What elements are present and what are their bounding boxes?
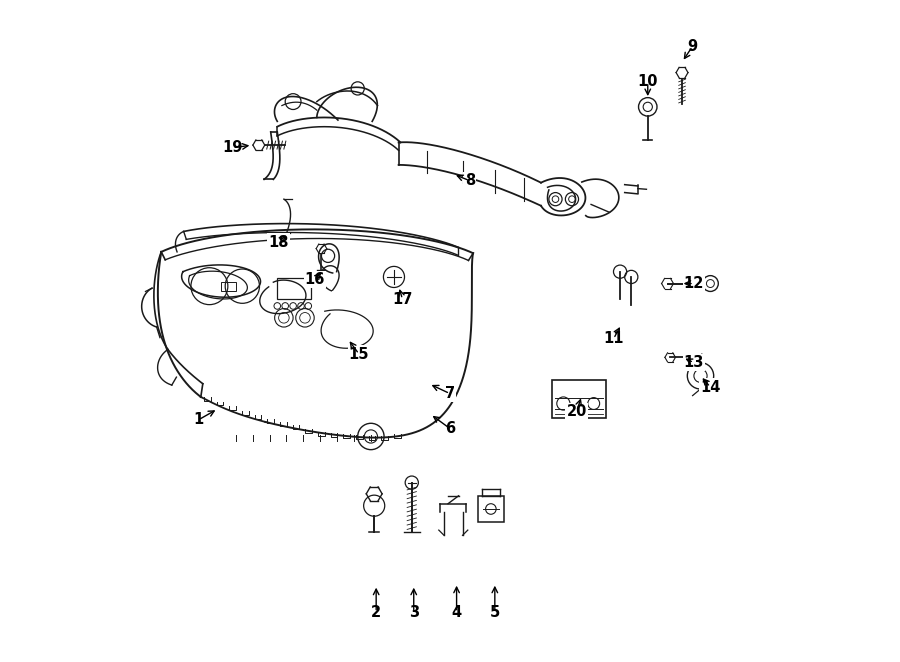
- Text: 12: 12: [684, 276, 704, 291]
- Text: 10: 10: [637, 74, 658, 89]
- Text: 20: 20: [566, 404, 587, 419]
- Text: 15: 15: [349, 347, 369, 361]
- Text: 6: 6: [445, 421, 455, 436]
- Text: 14: 14: [700, 379, 721, 395]
- Bar: [221, 281, 236, 291]
- Text: 8: 8: [464, 173, 475, 188]
- Text: 19: 19: [222, 140, 243, 155]
- Text: 11: 11: [603, 332, 624, 346]
- Text: 16: 16: [305, 272, 325, 287]
- Text: 3: 3: [409, 605, 419, 620]
- Bar: [478, 496, 504, 522]
- Text: 1: 1: [194, 412, 203, 428]
- Circle shape: [405, 476, 418, 489]
- Text: 17: 17: [392, 292, 413, 307]
- Bar: [276, 278, 310, 299]
- Text: 4: 4: [452, 605, 462, 620]
- Bar: [553, 380, 607, 418]
- Text: 9: 9: [688, 38, 698, 54]
- Text: 5: 5: [490, 605, 500, 620]
- Text: 13: 13: [684, 355, 704, 370]
- Text: 2: 2: [371, 605, 382, 620]
- Text: 18: 18: [268, 234, 289, 250]
- Text: 7: 7: [445, 386, 455, 401]
